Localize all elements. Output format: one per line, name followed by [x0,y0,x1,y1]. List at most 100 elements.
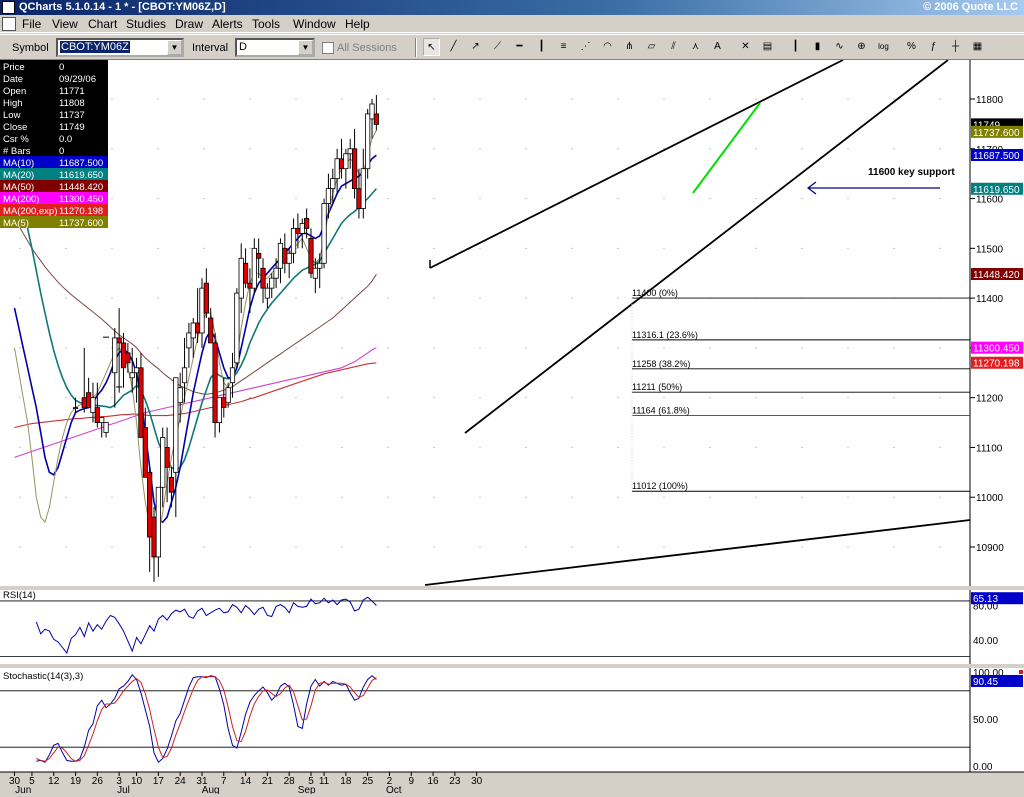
line-chart-tool[interactable]: ∿ [835,41,844,52]
candle-up [103,422,109,433]
grid-dot [847,247,849,249]
line-tool[interactable]: ╱ [450,41,457,52]
percent-scale-tool[interactable]: % [907,41,916,52]
grid-dot [341,446,343,449]
menu-chart[interactable]: Chart [88,17,118,31]
grid-dot [111,247,113,249]
data-window-label: Date [3,74,23,85]
fibonacci-arcs-tool[interactable]: ◠ [603,41,612,52]
grid-dot [249,397,251,399]
grid-dot [663,397,665,399]
data-window-row [0,144,108,156]
data-window-tool[interactable]: ▦ [972,41,983,52]
menu-window[interactable]: Window [293,17,336,31]
menu-alerts[interactable]: Alerts [212,17,243,31]
interval-combo[interactable]: D ▼ [235,38,315,57]
long-term-trendline[interactable] [424,519,971,586]
grid-dot [893,197,895,200]
rsi-badge [971,592,1023,605]
study-tool[interactable]: ƒ [930,41,937,52]
menu-view[interactable]: View [52,17,78,31]
delete-drawing-tool[interactable]: ✕ [741,41,750,52]
crosshair-tool[interactable]: ┼ [951,41,960,52]
candle-up [290,228,297,254]
menu-help[interactable]: Help [345,17,370,31]
text-tool[interactable]: A [714,41,721,52]
mdi-child-icon[interactable] [2,17,16,31]
data-window-label: Low [3,110,21,121]
grid-dot [479,148,481,150]
parallel-channel-tool[interactable]: ▱ [647,41,656,52]
chart-area[interactable]: 1180011700116001150011400113001120011100… [0,18,1024,796]
grid-dot [249,347,251,349]
data-window-value: 11300.450 [59,194,103,205]
grid-dot [157,148,159,150]
fibonacci-retracement[interactable]: 11400 (0%) 11316.1 (23.6%) 11258 (38.2%) 11… [631,288,970,492]
speed-lines-tool[interactable]: ⫽ [671,41,676,52]
gann-fan-tool[interactable]: ⋏ [691,41,700,52]
grid-dot [571,546,573,548]
grid-dot [157,247,159,249]
menu-tools[interactable]: Tools [252,17,281,31]
grid-dot [479,297,481,299]
candle-up [330,178,336,190]
grid-dot [801,347,803,349]
data-window-value: 11687.500 [59,158,103,169]
rsi-panel-separator[interactable] [0,586,1024,590]
time-day-label: 5 [308,776,314,787]
grid-dot [479,397,481,399]
grid-dot [847,197,849,200]
candle-down [125,352,131,364]
fibonacci-retracement-tool[interactable]: ≡ [560,41,567,52]
price-tick-label: 11400 [976,294,1004,305]
fib-level-label: 11211 (50%) [632,382,682,392]
candle-up [72,407,79,410]
candle-down [221,397,227,409]
symbol-combo[interactable]: CBOT:YM06Z ▼ [56,38,184,57]
channel-lower-trendline[interactable] [464,59,949,434]
grid-dot [617,446,619,449]
grid-dot [65,446,67,449]
menu-draw[interactable]: Draw [175,17,204,31]
channel-upper-trendline[interactable] [429,59,844,269]
data-window-label: High [3,98,23,109]
ma200-badge-text: 11300.450 [973,344,1020,355]
grid-dot [525,347,527,349]
ray-tool[interactable]: ↗ [471,41,480,52]
grid-dot [249,496,251,498]
candle-down [86,392,92,409]
zoom-tool[interactable]: ⊕ [857,41,866,52]
all-sessions-checkbox[interactable] [322,42,334,54]
green-trendline[interactable] [692,102,761,194]
grid-dot [617,546,619,548]
grid-dot [65,247,67,249]
grid-dot [939,546,941,548]
menu-file[interactable]: File [22,17,42,31]
time-day-label: 18 [340,776,352,787]
horizontal-line-tool[interactable]: ━ [516,41,523,52]
bar-chart-tool[interactable]: ┃ [792,41,799,52]
toolbar-separator [415,38,417,57]
log-scale-tool[interactable]: log [878,42,889,51]
interval-dropdown-icon[interactable]: ▼ [298,40,313,55]
andrews-pitchfork-tool[interactable]: ⋔ [625,41,634,52]
time-day-label: 30 [9,776,21,787]
vertical-line-tool[interactable]: ┃ [538,41,545,52]
time-day-label: 24 [175,776,187,787]
stoch-panel-separator[interactable] [0,664,1024,668]
candlestick-tool[interactable]: ▮ [814,41,821,52]
grid-dot [295,546,297,548]
pointer-tool[interactable]: ↖ [423,38,440,56]
grid-dot [157,446,159,449]
ma50-badge-text: 11448.420 [973,270,1020,281]
chart-svg[interactable]: 1180011700116001150011400113001120011100… [0,18,1024,796]
extended-line-tool[interactable]: ⟋ [494,41,501,52]
fibonacci-fan-tool[interactable]: ⋰ [580,41,591,52]
time-day-label: 31 [196,776,208,787]
grid-dot [525,247,527,249]
properties-tool[interactable]: ▤ [762,41,773,52]
support-annotation[interactable]: 11600 key support [868,167,955,178]
menu-studies[interactable]: Studies [126,17,167,31]
symbol-dropdown-icon[interactable]: ▼ [167,40,182,55]
trendline-drawings[interactable]: 11600 key support [424,59,971,586]
